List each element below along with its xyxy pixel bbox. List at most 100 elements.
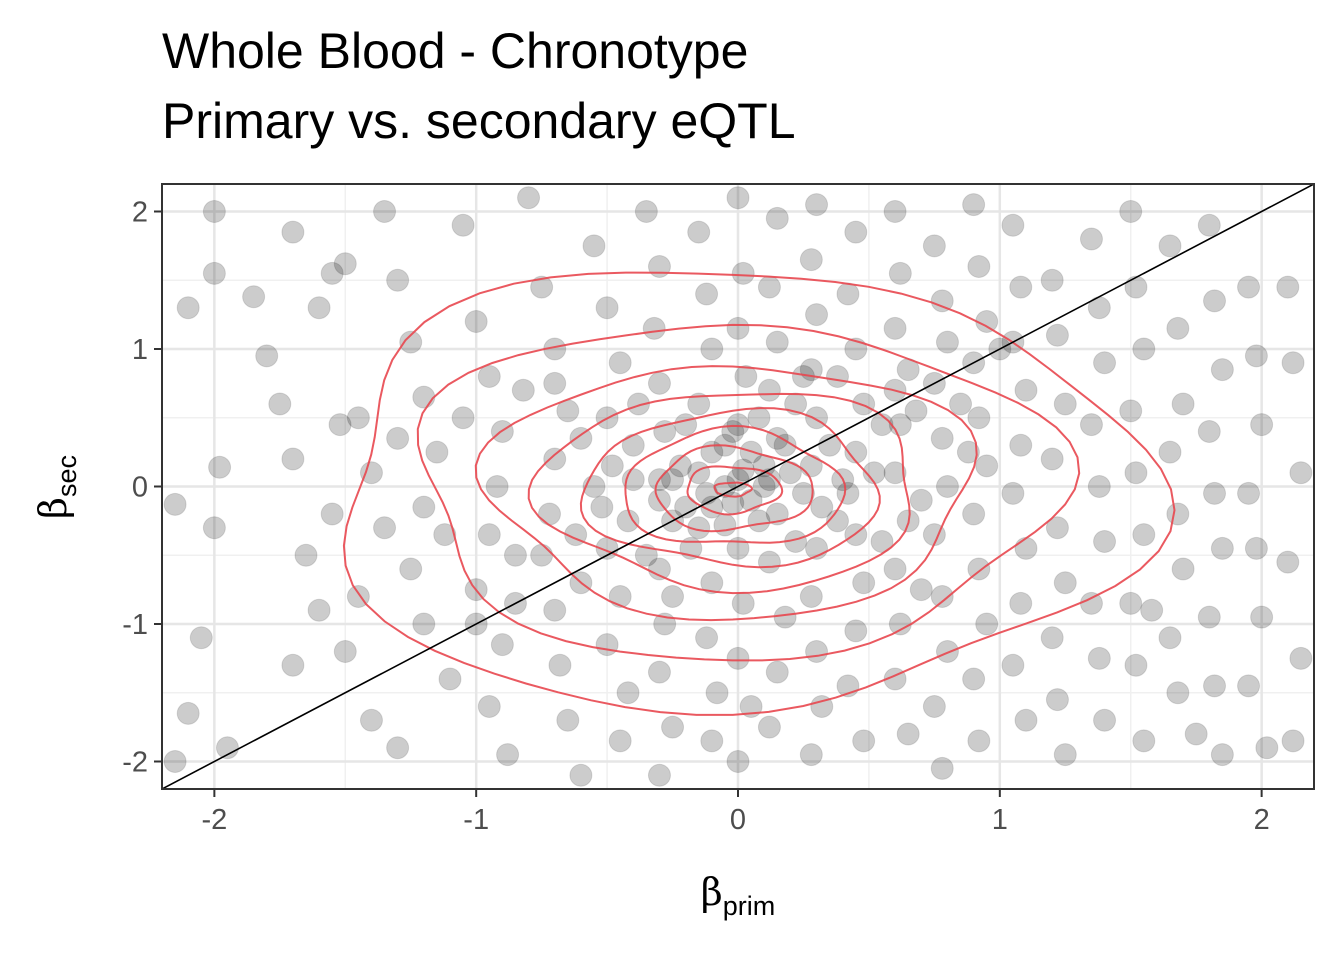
data-point [1079, 591, 1103, 615]
data-point [799, 454, 823, 478]
data-point [294, 543, 318, 567]
data-point [922, 234, 946, 258]
data-point [695, 626, 719, 650]
data-point [202, 516, 226, 540]
data-point [721, 420, 745, 443]
data-point [1166, 316, 1190, 340]
data-point [386, 736, 410, 760]
data-point [930, 289, 954, 313]
data-point [328, 413, 352, 437]
density-contour [342, 271, 1176, 716]
x-tick-label: 2 [1254, 804, 1270, 836]
data-point [909, 578, 933, 602]
data-point [967, 255, 991, 278]
data-point [163, 750, 187, 773]
data-point [967, 729, 991, 753]
x-axis-subscript: prim [723, 891, 776, 921]
data-point [661, 468, 685, 492]
data-point [189, 626, 213, 650]
data-point [687, 392, 711, 416]
data-point [930, 426, 954, 450]
y-tick-label: 1 [132, 334, 148, 366]
data-point [1009, 433, 1033, 457]
data-point [399, 330, 423, 354]
data-point [757, 550, 781, 574]
data-point [883, 316, 907, 340]
data-point [975, 454, 999, 478]
data-point [1158, 440, 1182, 464]
data-point [726, 413, 750, 437]
data-point [163, 492, 187, 516]
data-point [647, 763, 671, 787]
data-point [647, 557, 671, 581]
data-point [674, 413, 698, 437]
data-point [433, 523, 457, 547]
data-point [1281, 729, 1305, 753]
data-point [582, 234, 606, 258]
data-point [621, 433, 645, 457]
data-point [852, 571, 876, 595]
data-point [556, 708, 580, 732]
data-point [1140, 598, 1164, 622]
data-point [268, 392, 292, 416]
data-point [757, 468, 781, 492]
x-tick-label: 0 [730, 804, 746, 836]
data-point [870, 530, 894, 553]
data-point [333, 640, 357, 663]
data-point [734, 365, 758, 388]
data-point [1276, 275, 1300, 299]
data-point [530, 543, 554, 567]
data-point [1014, 378, 1038, 402]
data-point [799, 585, 823, 608]
data-point [412, 495, 436, 519]
data-point [935, 640, 959, 663]
data-point [1210, 358, 1234, 382]
data-point [1281, 351, 1305, 375]
data-point [1093, 351, 1117, 375]
data-point [726, 316, 750, 340]
data-point [1132, 337, 1156, 361]
data-point [1053, 392, 1077, 416]
data-point [757, 275, 781, 299]
data-point [255, 344, 279, 368]
data-point [1203, 289, 1227, 313]
data-point [661, 585, 685, 608]
data-point [208, 455, 232, 479]
data-point [477, 695, 501, 718]
data-point [242, 285, 266, 309]
data-point [713, 513, 737, 537]
y-axis-title: βsec [31, 455, 82, 519]
data-point [1093, 530, 1117, 553]
data-point [739, 488, 763, 512]
data-point [661, 715, 685, 739]
data-point [852, 729, 876, 753]
x-tick-label: 1 [992, 804, 1008, 836]
data-point [668, 454, 692, 478]
data-point [852, 392, 876, 416]
data-point [765, 330, 789, 354]
data-point [975, 310, 999, 333]
data-point [731, 591, 755, 615]
data-point [805, 193, 829, 217]
density-contour [654, 444, 814, 533]
density-contour [474, 365, 978, 622]
data-point [700, 571, 724, 595]
data-point [1237, 674, 1261, 698]
data-point [496, 743, 520, 767]
y-tick-label: 2 [132, 197, 148, 229]
data-point [1158, 626, 1182, 650]
data-point [464, 310, 488, 333]
data-point [1158, 234, 1182, 258]
data-point [399, 557, 423, 581]
data-point [1244, 536, 1268, 560]
data-point [412, 385, 436, 409]
data-point [1124, 653, 1148, 677]
data-point [595, 633, 619, 657]
y-axis-subscript: sec [52, 455, 82, 497]
data-point [373, 200, 397, 223]
data-point [700, 729, 724, 753]
data-point [503, 543, 527, 567]
data-point [844, 619, 868, 643]
data-point [1132, 523, 1156, 547]
